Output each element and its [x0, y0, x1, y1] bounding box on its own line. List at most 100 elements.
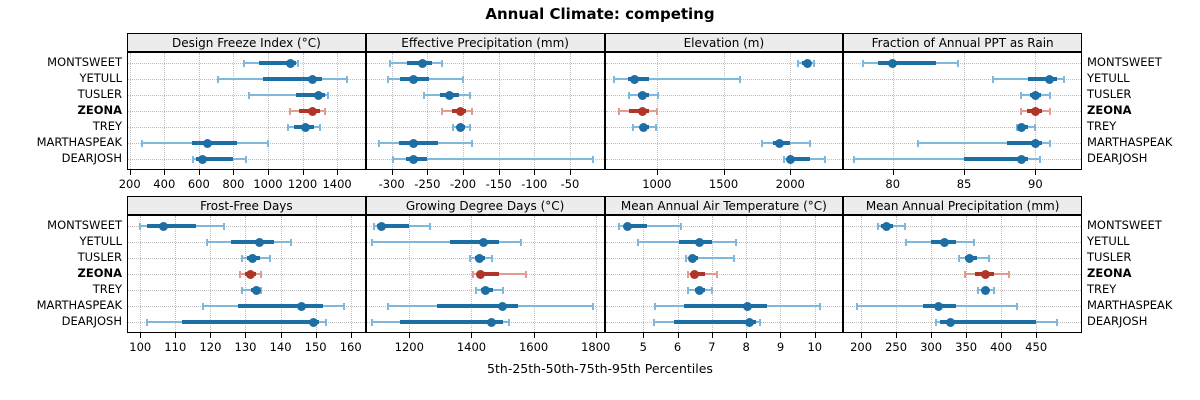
horizontal-gridline — [366, 95, 604, 96]
whisker-cap-high — [1038, 155, 1041, 163]
whisker-cap-high — [904, 222, 907, 230]
whisker-cap-low — [468, 254, 471, 262]
percentile-5-95-whisker — [686, 257, 735, 259]
axis-tick-label: 450 — [1025, 340, 1048, 354]
panel-strip-title: Frost-Free Days — [200, 198, 293, 213]
whisker-cap-high — [244, 155, 247, 163]
whisker-cap-low — [855, 302, 858, 310]
percentile-25-75-bar — [964, 157, 1029, 161]
axis-tick-mark — [245, 333, 247, 338]
whisker-cap-low — [686, 286, 689, 294]
percentile-25-75-bar — [398, 141, 439, 145]
whisker-cap-low — [191, 155, 194, 163]
whisker-cap-low — [685, 254, 688, 262]
whisker-cap-low — [761, 139, 764, 147]
axis-tick-mark — [164, 170, 166, 175]
whisker-cap-low — [247, 91, 250, 99]
axis-tick-mark — [198, 170, 200, 175]
axis-tick-label: 1000 — [642, 177, 672, 191]
whisker-cap-high — [325, 318, 328, 326]
percentile-25-75-bar — [878, 61, 936, 65]
horizontal-gridline — [605, 290, 843, 291]
axis-tick-label: 1400 — [456, 340, 487, 354]
axis-tick-mark — [814, 333, 816, 338]
axis-tick-mark — [533, 333, 535, 338]
station-label-left: TREY — [92, 118, 122, 133]
axis-tick-label: 80 — [885, 177, 901, 191]
panel-plot-area — [127, 52, 366, 170]
panel-strip-title: Effective Precipitation (mm) — [401, 35, 569, 50]
percentile-25-75-bar — [147, 224, 197, 228]
axis-tick-mark — [498, 170, 500, 175]
axis-tick-mark — [711, 333, 713, 338]
axis-tick-label: 130 — [234, 340, 257, 354]
axis-tick-label: 8 — [742, 340, 750, 354]
axis-tick-mark — [350, 333, 352, 338]
percentile-5-95-whisker — [992, 78, 1064, 80]
whisker-cap-high — [260, 270, 263, 278]
axis-tick-mark — [780, 333, 782, 338]
whisker-cap-low — [286, 123, 289, 131]
whisker-cap-high — [318, 123, 321, 131]
whisker-cap-low — [637, 238, 640, 246]
station-label-right: YETULL — [1087, 233, 1130, 248]
whisker-cap-high — [823, 155, 826, 163]
whisker-cap-low — [876, 222, 879, 230]
axis-tick-mark — [931, 333, 933, 338]
station-label-right: MARTHASPEAK — [1087, 134, 1173, 149]
median-dot — [408, 154, 418, 164]
percentile-25-75-bar — [624, 224, 647, 228]
panel-strip-title: Mean Annual Precipitation (mm) — [865, 198, 1060, 213]
horizontal-gridline — [605, 143, 843, 144]
whisker-cap-low — [386, 302, 389, 310]
median-dot — [476, 269, 486, 279]
whisker-cap-high — [1048, 139, 1051, 147]
percentile-5-95-whisker — [614, 78, 740, 80]
whisker-cap-high — [269, 254, 272, 262]
whisker-cap-high — [297, 59, 300, 67]
axis-tick-mark — [643, 333, 645, 338]
percentile-25-75-bar — [437, 304, 519, 308]
axis-tick-label: -200 — [449, 177, 477, 191]
median-dot — [888, 58, 898, 68]
axis-tick-label: -150 — [485, 177, 512, 191]
whisker-cap-low — [240, 286, 243, 294]
whisker-cap-low — [202, 302, 205, 310]
percentile-25-75-bar — [231, 240, 274, 244]
station-label-right: DEARJOSH — [1087, 150, 1148, 165]
axis-tick-label: 300 — [920, 340, 943, 354]
axis-tick-label: 600 — [187, 177, 210, 191]
median-dot — [775, 138, 785, 148]
whisker-cap-high — [710, 286, 713, 294]
panel-plot-area — [843, 215, 1082, 333]
axis-tick-mark — [391, 170, 393, 175]
median-dot — [623, 221, 633, 231]
median-dot — [803, 58, 813, 68]
whisker-cap-high — [327, 91, 330, 99]
percentile-25-75-bar — [674, 320, 757, 324]
axis-tick-label: -250 — [414, 177, 441, 191]
whisker-cap-low — [853, 155, 856, 163]
axis-tick-mark — [409, 333, 411, 338]
whisker-cap-low — [686, 270, 689, 278]
panel-strip: Fraction of Annual PPT as Rain — [843, 33, 1082, 52]
axis-tick-mark — [140, 333, 142, 338]
whisker-cap-low — [475, 286, 478, 294]
axis-tick-mark — [463, 170, 465, 175]
whisker-cap-high — [524, 270, 527, 278]
x-axis-caption: 5th-25th-50th-75th-95th Percentiles — [487, 361, 713, 376]
panel-strip-title: Growing Degree Days (°C) — [405, 198, 565, 213]
whisker-cap-low — [389, 59, 392, 67]
axis-tick-label: -100 — [521, 177, 548, 191]
panel-strip: Design Freeze Index (°C) — [127, 33, 366, 52]
whisker-cap-low — [377, 139, 380, 147]
horizontal-gridline — [605, 127, 843, 128]
panel-strip: Effective Precipitation (mm) — [365, 33, 605, 52]
panel-strip-title: Mean Annual Air Temperature (°C) — [620, 198, 827, 213]
whisker-cap-high — [734, 238, 737, 246]
chart-title: Annual Climate: competing — [485, 5, 715, 23]
axis-tick-label: 1400 — [322, 177, 352, 191]
median-dot — [695, 237, 705, 247]
whisker-cap-high — [428, 222, 431, 230]
whisker-cap-low — [440, 107, 443, 115]
